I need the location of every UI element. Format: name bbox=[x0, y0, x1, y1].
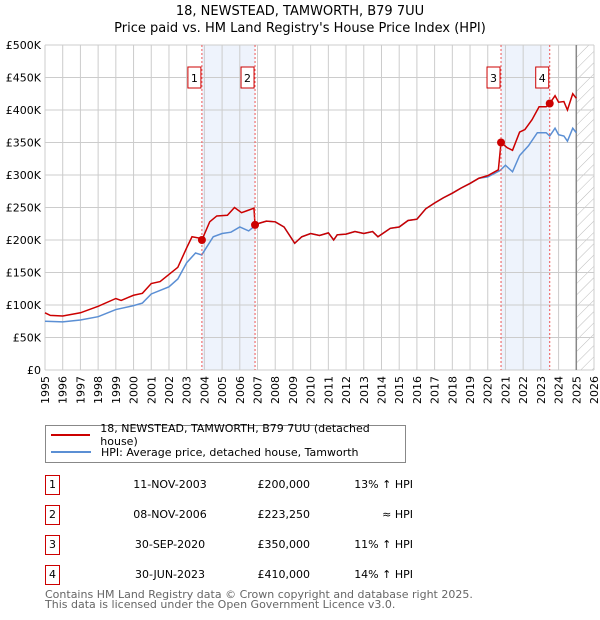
x-tick-label: 2020 bbox=[482, 376, 495, 404]
y-tick-label: £100K bbox=[6, 299, 42, 312]
x-tick-label: 2019 bbox=[464, 376, 477, 404]
x-tick-label: 2002 bbox=[163, 376, 176, 404]
x-tick-label: 2013 bbox=[358, 376, 371, 404]
x-tick-label: 2012 bbox=[340, 376, 353, 404]
sale-price: £350,000 bbox=[257, 538, 311, 551]
x-tick-label: 2006 bbox=[234, 376, 247, 404]
sale-point bbox=[545, 99, 554, 108]
x-tick-label: 2016 bbox=[411, 376, 424, 404]
y-tick-label: £300K bbox=[6, 169, 42, 182]
sale-number-badge: 4 bbox=[45, 565, 60, 585]
sale-row: 4 30-JUN-2023 £410,000 14% ↑ HPI bbox=[45, 565, 445, 585]
sale-label-box bbox=[187, 66, 202, 89]
sale-row: 1 11-NOV-2003 £200,000 13% ↑ HPI bbox=[45, 475, 445, 495]
sale-label: 1 bbox=[191, 72, 198, 85]
price-chart: 1995 1996 1997 1998 1999 2000 2001 2002 2003 2004… bbox=[6, 39, 600, 404]
y-tick-label: £400K bbox=[6, 104, 42, 117]
x-tick-label: 2001 bbox=[145, 376, 158, 404]
x-tick-label: 2022 bbox=[517, 376, 530, 404]
x-tick-label: 2021 bbox=[499, 376, 512, 404]
x-tick-label: 2015 bbox=[393, 376, 406, 404]
x-tick-label: 2007 bbox=[252, 376, 265, 404]
x-tick-label: 1997 bbox=[74, 376, 87, 404]
sale-price: £410,000 bbox=[257, 568, 311, 581]
sale-hpi-comparison: 14% ↑ HPI bbox=[354, 568, 413, 581]
footer-line: This data is licensed under the Open Gov… bbox=[45, 598, 396, 611]
x-tick-label: 2018 bbox=[446, 376, 459, 404]
sale-row: 2 08-NOV-2006 £223,250 ≈ HPI bbox=[45, 505, 445, 525]
sale-hpi-comparison: 11% ↑ HPI bbox=[354, 538, 413, 551]
legend-item-hpi: HPI: Average price, detached house, Tamw… bbox=[51, 444, 359, 460]
x-tick-label: 2003 bbox=[181, 376, 194, 404]
sale-number-badge: 3 bbox=[45, 535, 60, 555]
sale-row: 3 30-SEP-2020 £350,000 11% ↑ HPI bbox=[45, 535, 445, 555]
sale-label-box bbox=[486, 66, 501, 89]
footer-line: Contains HM Land Registry data © Crown c… bbox=[45, 588, 473, 601]
sale-point bbox=[251, 220, 260, 229]
y-tick-label: £200K bbox=[6, 234, 42, 247]
x-tick-label: 2025 bbox=[570, 376, 583, 404]
chart-title: 18, NEWSTEAD, TAMWORTH, B79 7UU bbox=[175, 4, 425, 19]
x-tick-label: 1998 bbox=[92, 376, 105, 404]
legend: 18, NEWSTEAD, TAMWORTH, B79 7UU (detache… bbox=[45, 422, 406, 463]
x-tick-label: 2010 bbox=[305, 376, 318, 404]
sale-date: 30-SEP-2020 bbox=[134, 538, 206, 551]
x-tick-label: 2024 bbox=[553, 376, 566, 404]
sale-point bbox=[197, 236, 206, 244]
sale-label: 4 bbox=[539, 72, 546, 85]
sale-date: 30-JUN-2023 bbox=[134, 568, 206, 581]
x-tick-label: 2008 bbox=[269, 376, 282, 404]
sale-price: £223,250 bbox=[257, 508, 311, 521]
legend-label: 18, NEWSTEAD, TAMWORTH, B79 7UU (detache… bbox=[100, 422, 370, 448]
legend-item-property: 18, NEWSTEAD, TAMWORTH, B79 7UU (detache… bbox=[51, 422, 405, 448]
sale-label-box bbox=[535, 66, 550, 89]
y-tick-label: £150K bbox=[6, 267, 42, 280]
y-tick-label: £350K bbox=[6, 137, 42, 150]
sale-price: £200,000 bbox=[257, 478, 311, 491]
sale-date: 11-NOV-2003 bbox=[133, 478, 207, 491]
legend-swatch-blue bbox=[51, 451, 91, 453]
sale-hpi-comparison: 13% ↑ HPI bbox=[354, 478, 413, 491]
legend-swatch-red bbox=[51, 434, 91, 436]
sale-point bbox=[497, 138, 506, 147]
chart-subtitle: Price paid vs. HM Land Registry's House … bbox=[114, 21, 486, 36]
x-tick-label: 2017 bbox=[429, 376, 442, 404]
x-tick-label: 2009 bbox=[287, 376, 300, 404]
x-tick-label: 2000 bbox=[128, 376, 141, 404]
x-tick-label: 2011 bbox=[322, 376, 335, 404]
x-tick-label: 1999 bbox=[110, 376, 123, 404]
legend-label: HPI: Average price, detached house, Tamw… bbox=[101, 445, 359, 459]
x-tick-label: 2023 bbox=[535, 376, 548, 404]
x-tick-label: 2005 bbox=[216, 376, 229, 404]
x-tick-label: 2004 bbox=[198, 376, 211, 404]
y-tick-label: £450K bbox=[6, 72, 42, 85]
x-tick-label: 2026 bbox=[588, 376, 600, 404]
x-tick-label: 2014 bbox=[375, 376, 388, 404]
sale-label: 3 bbox=[490, 72, 497, 85]
y-tick-label: £500K bbox=[6, 39, 42, 52]
sale-number-badge: 1 bbox=[45, 475, 60, 495]
sale-label: 2 bbox=[244, 72, 251, 85]
sale-number-badge: 2 bbox=[45, 505, 60, 525]
x-tick-label: 1995 bbox=[39, 376, 52, 404]
y-tick-label: £0 bbox=[27, 364, 41, 377]
sale-hpi-comparison: ≈ HPI bbox=[382, 508, 413, 521]
sale-date: 08-NOV-2006 bbox=[133, 508, 207, 521]
x-tick-label: 1996 bbox=[57, 376, 70, 404]
footer: Contains HM Land Registry data © Crown c… bbox=[45, 588, 473, 611]
y-tick-label: £50K bbox=[13, 332, 42, 345]
sale-label-box bbox=[240, 66, 255, 89]
series-line bbox=[44, 92, 577, 317]
y-tick-label: £250K bbox=[6, 202, 42, 215]
